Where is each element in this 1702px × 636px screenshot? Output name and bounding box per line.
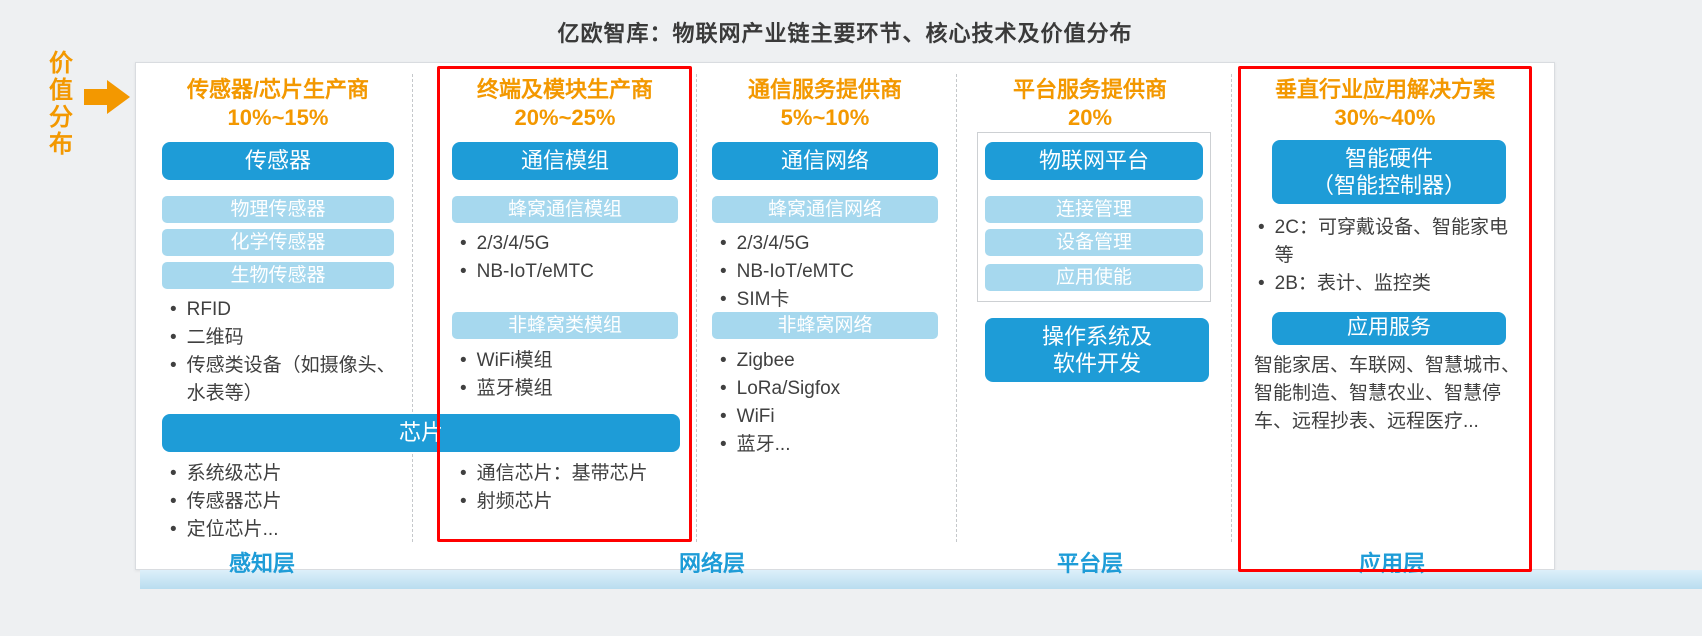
iot-platform-group-box (977, 132, 1211, 302)
column5-bullet-list: 2C：可穿戴设备、智能家电等 2B：表计、监控类 (1254, 214, 1526, 298)
column5-highlight-box (1238, 66, 1532, 572)
column4-header-title: 平台服务提供商 (1012, 77, 1167, 102)
value-arrow-icon (84, 80, 132, 114)
column1-share: 10%~15% (227, 105, 329, 130)
bullet-2345g-module: 2/3/4/5G (456, 230, 686, 258)
bullet-rf-chip: 射频芯片 (456, 488, 690, 516)
column2-non-cellular-bullet-list: WiFi模组 蓝牙模组 (456, 347, 686, 403)
column3-non-cellular-bullet-list: Zigbee LoRa/Sigfox WiFi 蓝牙... (716, 347, 946, 459)
page-title: 亿欧智库：物联网产业链主要环节、核心技术及价值分布 (557, 21, 1133, 46)
column3-share: 5%~10% (780, 105, 870, 130)
layer-label-platform: 平台层 (1056, 551, 1123, 576)
app-service-block: 应用服务 (1272, 312, 1506, 345)
chemical-sensor-bar: 化学传感器 (162, 229, 394, 256)
column2-cellular-bullet-list: 2/3/4/5G NB-IoT/eMTC (456, 230, 686, 286)
bullet-wifi-network: WiFi (716, 403, 946, 431)
chip-block: 芯片 (162, 414, 680, 452)
bullet-baseband-chip: 通信芯片：基带芯片 (456, 460, 690, 488)
bullet-bluetooth-module: 蓝牙模组 (456, 375, 686, 403)
column5-share: 30%~40% (1334, 105, 1436, 130)
value-distribution-label: 价值分布 (49, 50, 73, 158)
layer-label-perception: 感知层 (228, 551, 295, 576)
bullet-lora-sigfox: LoRa/Sigfox (716, 375, 946, 403)
column4-share: 20% (1067, 105, 1113, 130)
comm-network-block: 通信网络 (712, 142, 938, 180)
iot-platform-block: 物联网平台 (985, 142, 1203, 180)
layer-label-network: 网络层 (678, 551, 745, 576)
column-divider-1 (412, 74, 413, 542)
device-mgmt-bar: 设备管理 (985, 229, 1203, 256)
non-cellular-module-bar: 非蜂窝类模组 (452, 312, 678, 339)
cellular-network-bar: 蜂窝通信网络 (712, 196, 938, 223)
column1-header: 传感器/芯片生产商 10%~15% (150, 76, 406, 132)
bullet-2b: 2B：表计、监控类 (1254, 270, 1526, 298)
connection-mgmt-bar: 连接管理 (985, 196, 1203, 223)
bullet-bluetooth-network: 蓝牙... (716, 431, 946, 459)
application-description: 智能家居、车联网、智慧城市、智能制造、智慧农业、智慧停车、远程抄表、远程医疗..… (1254, 355, 1521, 432)
column-divider-3 (956, 74, 957, 542)
bullet-zigbee: Zigbee (716, 347, 946, 375)
smart-hardware-block-line2: （智能控制器） (1311, 173, 1466, 198)
column3-header: 通信服务提供商 5%~10% (700, 76, 950, 132)
column1-header-title: 传感器/芯片生产商 (186, 77, 370, 102)
app-enablement-bar: 应用使能 (985, 264, 1203, 291)
os-software-block-line1: 操作系统及 (1041, 323, 1152, 349)
bullet-nbiot-emtc-module: NB-IoT/eMTC (456, 258, 686, 286)
cellular-module-bar: 蜂窝通信模组 (452, 196, 678, 223)
non-cellular-network-bar: 非蜂窝网络 (712, 312, 938, 339)
iot-platform-block-label: 物联网平台 (1038, 148, 1149, 174)
comm-module-block: 通信模组 (452, 142, 678, 180)
value-arrow-head (107, 80, 130, 114)
bullet-wifi-module: WiFi模组 (456, 347, 686, 375)
bullet-2c: 2C：可穿戴设备、智能家电等 (1254, 214, 1526, 270)
column2-share: 20%~25% (514, 105, 616, 130)
column2-highlight-box (437, 66, 692, 542)
column3-header-title: 通信服务提供商 (747, 77, 902, 102)
column2-header-title: 终端及模块生产商 (476, 77, 653, 102)
column2-chip-bullet-list: 通信芯片：基带芯片 射频芯片 (456, 460, 690, 516)
comm-module-block-label: 通信模组 (520, 148, 609, 174)
column1-bullet-list: RFID 二维码 传感类设备（如摄像头、水表等） (166, 296, 406, 408)
os-software-block: 操作系统及 软件开发 (985, 318, 1209, 382)
bio-sensor-bar: 生物传感器 (162, 262, 394, 289)
column-divider-4 (1231, 74, 1232, 542)
column-divider-2 (696, 74, 697, 542)
column4-header: 平台服务提供商 20% (965, 76, 1215, 132)
bullet-sim-card: SIM卡 (716, 286, 946, 314)
bullet-sensing-devices: 传感类设备（如摄像头、水表等） (166, 352, 406, 408)
os-software-block-line2: 软件开发 (1052, 351, 1141, 376)
column2-header: 终端及模块生产商 20%~25% (442, 76, 688, 132)
smart-hardware-block: 智能硬件 （智能控制器） (1272, 140, 1506, 204)
column1-chip-bullet-list: 系统级芯片 传感器芯片 定位芯片... (166, 460, 406, 544)
sensor-block-label: 传感器 (244, 148, 311, 174)
column5-header: 垂直行业应用解决方案 30%~40% (1244, 76, 1526, 132)
bullet-positioning-chip: 定位芯片... (166, 516, 406, 544)
bullet-rfid: RFID (166, 296, 406, 324)
bullet-2345g-network: 2/3/4/5G (716, 230, 946, 258)
sensor-block: 传感器 (162, 142, 394, 180)
bullet-soc-chip: 系统级芯片 (166, 460, 406, 488)
physical-sensor-bar: 物理传感器 (162, 196, 394, 223)
value-arrow-shaft (84, 89, 107, 105)
chip-block-label: 芯片 (398, 420, 443, 446)
column5-header-title: 垂直行业应用解决方案 (1274, 77, 1495, 102)
bullet-nbiot-emtc-network: NB-IoT/eMTC (716, 258, 946, 286)
smart-hardware-block-line1: 智能硬件 (1344, 145, 1433, 171)
bullet-qrcode: 二维码 (166, 324, 406, 352)
column3-cellular-bullet-list: 2/3/4/5G NB-IoT/eMTC SIM卡 (716, 230, 946, 314)
comm-network-block-label: 通信网络 (780, 148, 869, 174)
app-service-block-label: 应用服务 (1347, 316, 1431, 340)
bullet-sensor-chip: 传感器芯片 (166, 488, 406, 516)
bottom-strip (140, 570, 1702, 589)
